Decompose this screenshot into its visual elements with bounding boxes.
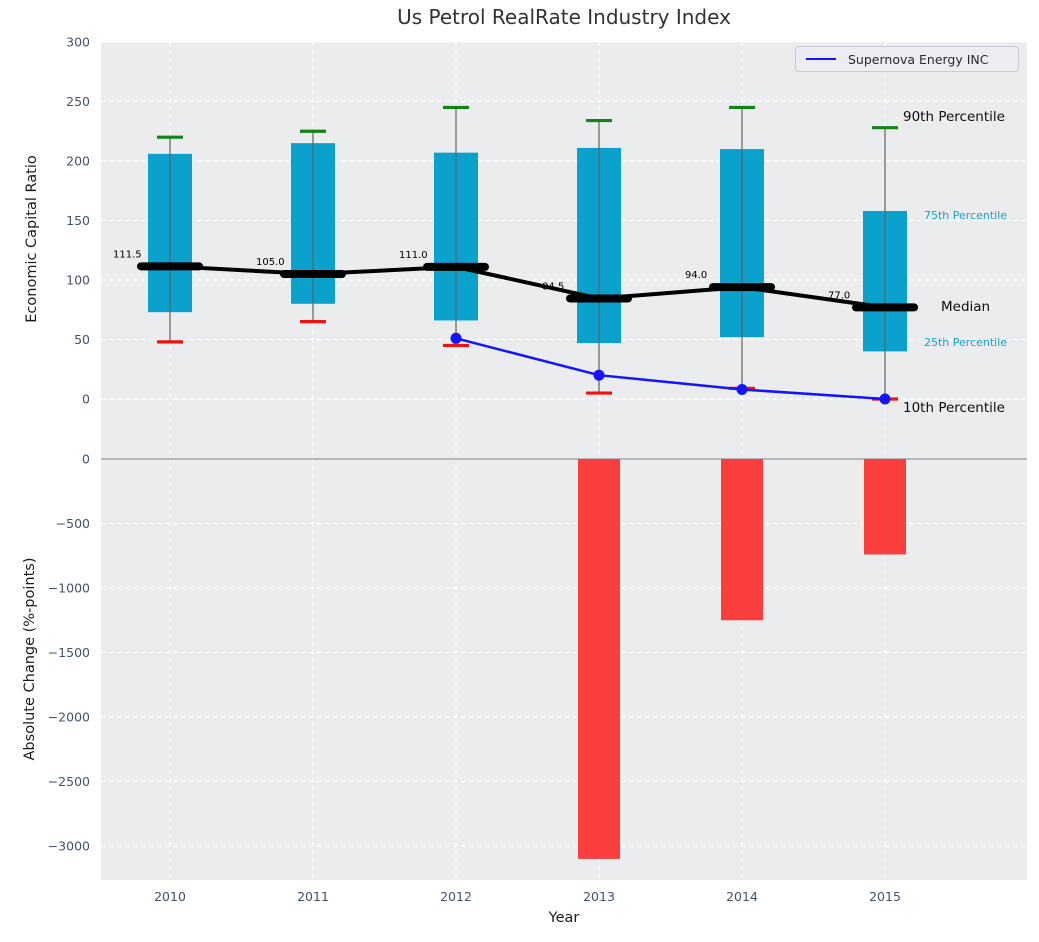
ytick-bottom--3000: −3000 xyxy=(48,839,90,854)
y-axis-label-bottom: Absolute Change (%-points) xyxy=(22,557,38,761)
xtick-2013: 2013 xyxy=(583,889,615,904)
annotation-10th-percentile: 10th Percentile xyxy=(903,400,1005,416)
xtick-2011: 2011 xyxy=(297,889,329,904)
supernova-point-2015 xyxy=(879,393,891,405)
chart-title: Us Petrol RealRate Industry Index xyxy=(397,5,731,29)
ytick-top-300: 300 xyxy=(66,35,90,50)
annotation-90th-percentile: 90th Percentile xyxy=(903,109,1005,125)
legend-box: Supernova Energy INC xyxy=(795,46,1019,72)
annotation-median: Median xyxy=(941,299,991,315)
ytick-top-100: 100 xyxy=(66,273,90,288)
change-bar-2013 xyxy=(578,459,620,859)
legend-label: Supernova Energy INC xyxy=(848,51,989,67)
median-value-label-2012: 111.0 xyxy=(399,250,428,261)
whiskers xyxy=(157,105,898,401)
median-value-label-2011: 105.0 xyxy=(256,257,285,268)
annotation-75th-percentile: 75th Percentile xyxy=(924,209,1008,222)
ytick-top-150: 150 xyxy=(66,213,90,228)
ytick-top-50: 50 xyxy=(74,332,90,347)
ytick-bottom-0: 0 xyxy=(82,452,90,467)
ytick-bottom--2000: −2000 xyxy=(48,710,90,725)
ytick-bottom--500: −500 xyxy=(56,516,90,531)
y-axis-label-top: Economic Capital Ratio xyxy=(24,155,40,323)
xtick-2012: 2012 xyxy=(440,889,472,904)
supernova-point-2014 xyxy=(736,383,748,395)
median-value-label-2013: 84.5 xyxy=(542,281,564,292)
change-bar-2015 xyxy=(864,459,906,555)
ytick-bottom--2500: −2500 xyxy=(48,774,90,789)
xtick-2014: 2014 xyxy=(726,889,758,904)
ytick-top-0: 0 xyxy=(82,392,90,407)
ytick-bottom--1500: −1500 xyxy=(48,645,90,660)
median-value-label-2015: 77.0 xyxy=(828,290,850,301)
annotation-25th-percentile: 25th Percentile xyxy=(924,336,1008,349)
ytick-top-200: 200 xyxy=(66,154,90,169)
supernova-point-2012 xyxy=(450,332,462,344)
median-value-label-2010: 111.5 xyxy=(113,249,142,260)
supernova-series xyxy=(450,332,891,405)
median-value-label-2014: 94.0 xyxy=(685,270,707,281)
change-bar-2014 xyxy=(721,459,763,621)
change-bars xyxy=(578,459,906,859)
supernova-line xyxy=(455,337,886,401)
median-series: 111.5 105.0 111.0 84.5 94.0 77.0 xyxy=(113,249,918,312)
xtick-2010: 2010 xyxy=(154,889,186,904)
legend-line-sample xyxy=(806,58,836,60)
supernova-point-2013 xyxy=(593,369,605,381)
tick-labels: 300 250 200 150 100 50 0 0 −500 −1000 −1500 −2000 −2… xyxy=(48,35,901,905)
x-axis-label: Year xyxy=(548,910,580,926)
xtick-2015: 2015 xyxy=(869,889,901,904)
ytick-top-250: 250 xyxy=(66,94,90,109)
ytick-bottom--1000: −1000 xyxy=(48,581,90,596)
